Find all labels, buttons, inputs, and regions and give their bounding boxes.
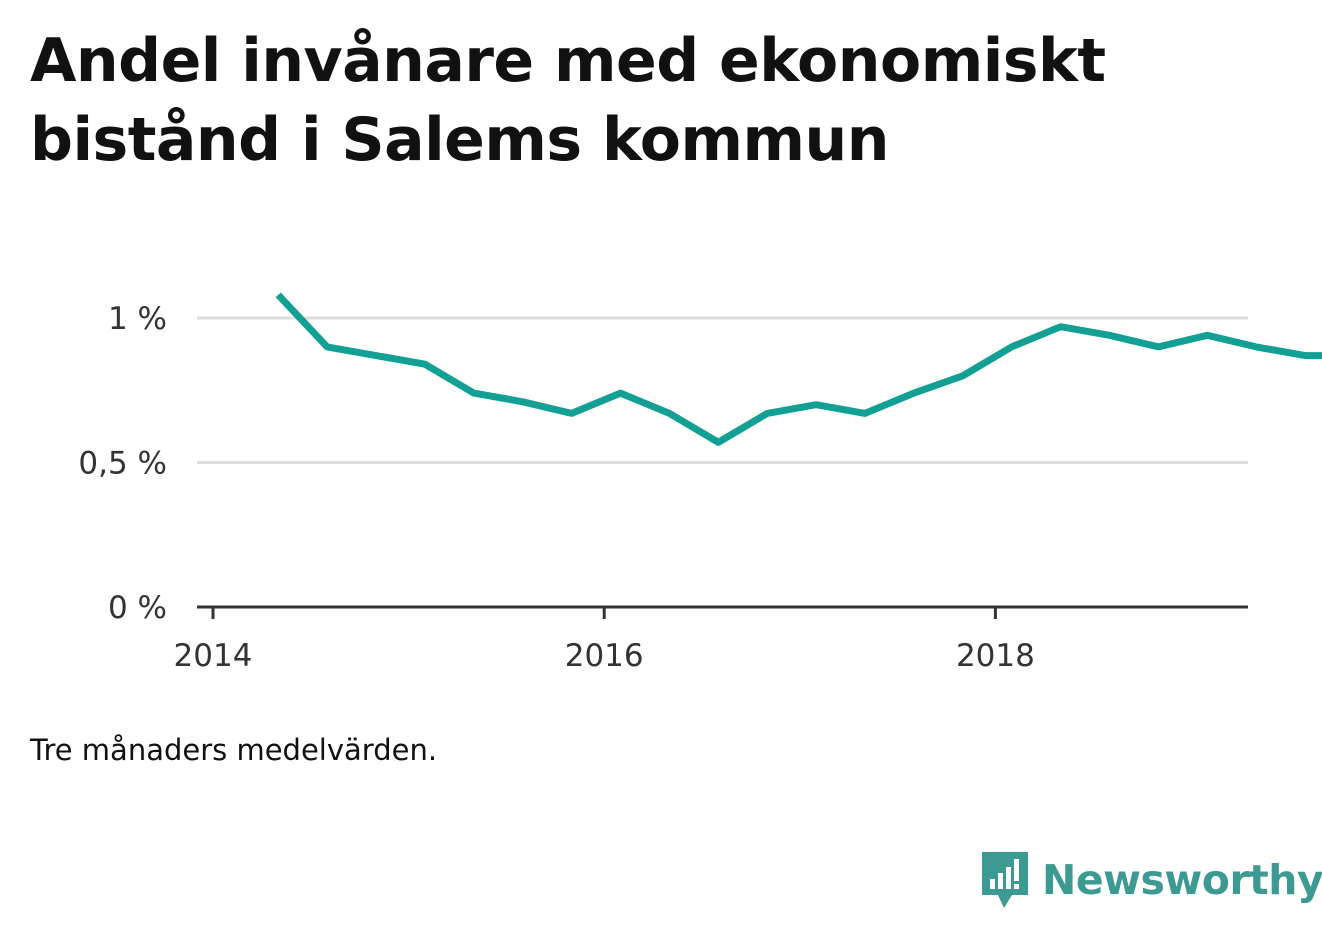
chart-note: Tre månaders medelvärden. bbox=[30, 733, 438, 767]
x-axis-ticks: 201420162018202020222024 bbox=[174, 607, 1035, 674]
y-tick-label: 0 % bbox=[108, 590, 167, 626]
y-tick-label: 0,5 % bbox=[78, 446, 167, 482]
series-line bbox=[275, 292, 1322, 446]
newsworthy-logo-icon bbox=[982, 852, 1028, 908]
y-tick-label: 1 % bbox=[108, 301, 167, 337]
brand-name: Newsworthy bbox=[1042, 856, 1322, 904]
grid-lines bbox=[197, 316, 1248, 464]
chart-title: Andel invånare med ekonomiskt bistånd i … bbox=[30, 26, 1106, 175]
x-tick-label: 2018 bbox=[956, 638, 1035, 674]
x-tick-label: 2014 bbox=[174, 638, 253, 674]
y-axis-ticks: 0 % 0,5 % 1 % bbox=[78, 301, 167, 626]
brand-logo: Newsworthy bbox=[980, 850, 1322, 910]
x-tick-label: 2016 bbox=[565, 638, 644, 674]
